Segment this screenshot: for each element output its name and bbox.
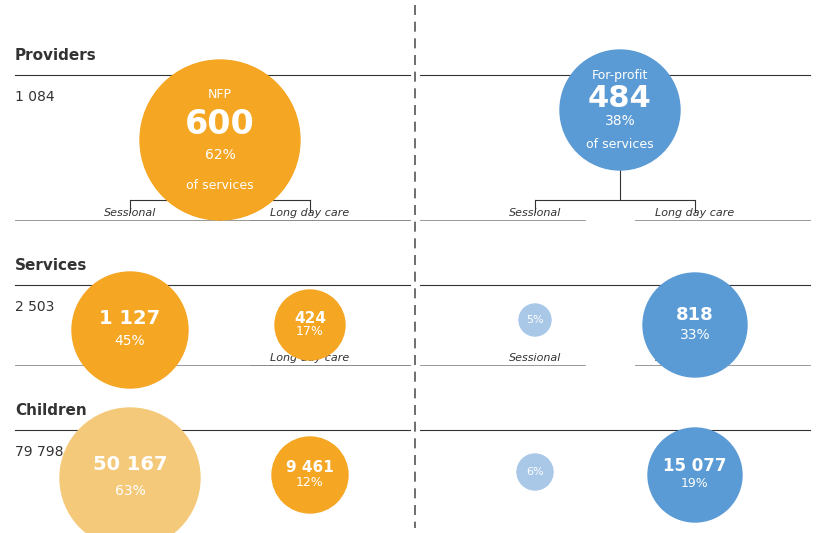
Text: Long day care: Long day care [270, 208, 349, 218]
Text: 5%: 5% [526, 315, 543, 325]
Text: of services: of services [186, 179, 254, 192]
Text: 15 077: 15 077 [663, 457, 726, 475]
Text: NFP: NFP [208, 88, 232, 101]
Text: Sessional: Sessional [509, 208, 560, 218]
Text: 12%: 12% [296, 476, 324, 489]
Text: 6%: 6% [526, 467, 543, 477]
Text: 63%: 63% [115, 484, 145, 498]
Text: 1 127: 1 127 [99, 310, 161, 328]
Text: 33%: 33% [679, 328, 709, 342]
Circle shape [642, 273, 746, 377]
Text: Sessional: Sessional [509, 353, 560, 363]
Circle shape [516, 454, 552, 490]
Text: Long day care: Long day care [270, 353, 349, 363]
Circle shape [559, 50, 679, 170]
Text: Long day care: Long day care [654, 208, 734, 218]
Text: 19%: 19% [681, 478, 708, 490]
Text: 1 084: 1 084 [15, 90, 55, 104]
Text: 62%: 62% [205, 148, 235, 162]
Text: 600: 600 [185, 108, 255, 141]
Text: Long day care: Long day care [654, 353, 734, 363]
Text: Sessional: Sessional [104, 353, 156, 363]
Text: 79 798: 79 798 [15, 445, 63, 459]
Text: 424: 424 [294, 311, 326, 326]
Circle shape [60, 408, 200, 533]
Circle shape [140, 60, 300, 220]
Text: 45%: 45% [115, 334, 145, 348]
Circle shape [72, 272, 188, 388]
Text: Sessional: Sessional [104, 208, 156, 218]
Text: 50 167: 50 167 [93, 455, 167, 474]
Text: Children: Children [15, 403, 87, 418]
Text: 17%: 17% [296, 325, 324, 338]
Text: 9 461: 9 461 [286, 461, 333, 475]
Text: 2 503: 2 503 [15, 300, 54, 314]
Text: 818: 818 [676, 306, 713, 324]
Text: of services: of services [586, 138, 653, 151]
Circle shape [518, 304, 550, 336]
Circle shape [272, 437, 347, 513]
Circle shape [274, 290, 345, 360]
Text: 484: 484 [587, 84, 651, 113]
Circle shape [647, 428, 741, 522]
Text: 38%: 38% [604, 115, 635, 128]
Text: Services: Services [15, 258, 88, 273]
Text: Providers: Providers [15, 48, 97, 63]
Text: For-profit: For-profit [591, 69, 647, 82]
